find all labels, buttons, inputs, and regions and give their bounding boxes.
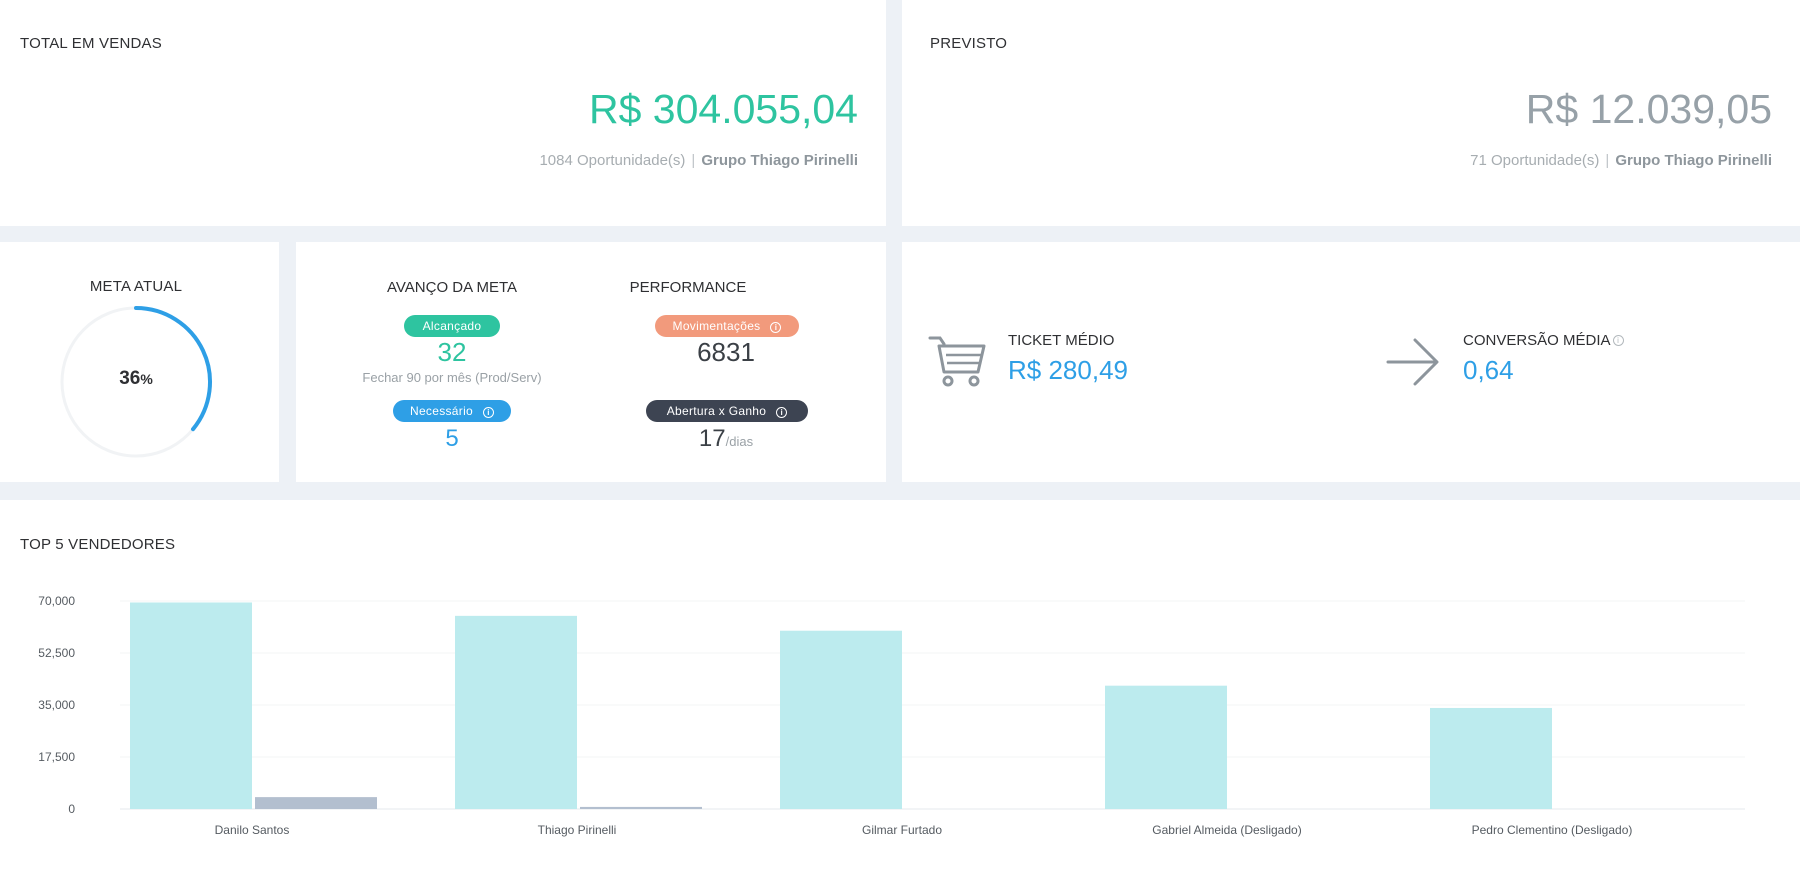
forecast-group: Grupo Thiago Pirinelli: [1615, 152, 1772, 169]
open-won-number: 17: [698, 425, 726, 452]
goal-percent-unit: %: [140, 371, 153, 387]
total-sales-opportunities: 1084 Oportunidade(s): [539, 152, 686, 169]
total-sales-card: TOTAL EM VENDAS R$ 304.055,04 1084 Oport…: [0, 0, 886, 226]
x-tick-label: Danilo Santos: [215, 823, 290, 837]
goal-progress-arc: [134, 306, 212, 432]
forecast-opportunities: 71 Oportunidade(s): [1470, 152, 1600, 169]
achieved-value: 32: [437, 337, 467, 367]
info-icon[interactable]: i: [1612, 335, 1624, 346]
info-icon[interactable]: i: [483, 407, 495, 418]
conversion-value: 0,64: [1463, 355, 1514, 385]
forecast-title: PREVISTO: [930, 35, 1008, 52]
achieved-hint: Fechar 90 por mês (Prod/Serv): [362, 370, 542, 385]
bar: [1105, 685, 1227, 809]
y-tick-label: 17,500: [38, 750, 75, 764]
open-won-unit: /dias: [725, 434, 754, 449]
conversion-label: CONVERSÃO MÉDIA i: [1463, 332, 1624, 349]
goal-percent: 36%: [56, 368, 216, 390]
moves-value: 6831: [697, 337, 755, 367]
info-icon[interactable]: i: [776, 407, 788, 418]
y-tick-label: 70,000: [38, 594, 75, 608]
arrow-right-icon: [1386, 338, 1439, 386]
goal-performance-card: AVANÇO DA META Alcançado 32 Fechar 90 po…: [296, 242, 886, 482]
bar: [130, 602, 252, 809]
y-tick-label: 35,000: [38, 698, 75, 712]
forecast-amount: R$ 12.039,05: [1525, 86, 1772, 132]
info-icon[interactable]: i: [770, 322, 782, 333]
separator: |: [1605, 152, 1610, 169]
open-won-badge[interactable]: Abertura x Ganho i: [646, 400, 808, 422]
goal-percent-value: 36: [119, 368, 141, 389]
needed-badge[interactable]: Necessário i: [393, 400, 511, 422]
bar: [780, 630, 902, 809]
shopping-cart-icon: [928, 336, 986, 387]
bar: [455, 615, 577, 809]
bar: [255, 797, 377, 809]
x-tick-label: Pedro Clementino (Desligado): [1472, 823, 1633, 837]
needed-badge-label: Necessário: [409, 404, 474, 418]
total-sales-subtitle: 1084 Oportunidade(s) | Grupo Thiago Pirine…: [539, 152, 858, 169]
open-won-badge-label: Abertura x Ganho: [666, 404, 767, 418]
conversion-label-text: CONVERSÃO MÉDIA: [1463, 332, 1611, 349]
achieved-badge-label: Alcançado: [422, 319, 482, 333]
y-tick-label: 0: [68, 802, 75, 816]
goal-progress-ring: [60, 306, 212, 458]
current-goal-card: META ATUAL 36%: [0, 242, 279, 482]
kpi-card: TICKET MÉDIO R$ 280,49 CONVERSÃO MÉDIA i …: [902, 242, 1800, 482]
top-sellers-title: TOP 5 VENDEDORES: [20, 536, 176, 553]
top-sellers-chart: 0 17,500 35,000 52,500 70,000 Danilo Santos Th…: [38, 594, 1745, 837]
goal-progress-title: AVANÇO DA META: [386, 279, 518, 296]
needed-value: 5: [445, 425, 459, 452]
performance-title: PERFORMANCE: [629, 279, 747, 296]
open-won-value: 17/dias: [616, 425, 836, 453]
current-goal-title: META ATUAL: [89, 278, 183, 295]
ticket-label: TICKET MÉDIO: [1008, 332, 1115, 349]
bar: [1430, 707, 1552, 809]
ticket-value: R$ 280,49: [1008, 355, 1128, 385]
total-sales-amount: R$ 304.055,04: [588, 86, 858, 132]
x-tick-label: Gabriel Almeida (Desligado): [1152, 823, 1301, 837]
top-sellers-card: TOP 5 VENDEDORES 0 17,500 35,000 52,500 70,0…: [0, 500, 1800, 879]
total-sales-title: TOTAL EM VENDAS: [20, 35, 162, 52]
y-tick-label: 52,500: [38, 646, 75, 660]
x-tick-label: Gilmar Furtado: [862, 823, 942, 837]
moves-badge-label: Movimentações: [672, 319, 761, 333]
separator: |: [691, 152, 696, 169]
achieved-badge: Alcançado: [404, 315, 500, 337]
bar: [580, 806, 702, 809]
moves-badge[interactable]: Movimentações i: [655, 315, 799, 337]
x-tick-label: Thiago Pirinelli: [538, 823, 617, 837]
forecast-card: PREVISTO R$ 12.039,05 71 Oportunidade(s)…: [902, 0, 1800, 226]
total-sales-group: Grupo Thiago Pirinelli: [701, 152, 858, 169]
forecast-subtitle: 71 Oportunidade(s) | Grupo Thiago Pirinell…: [1470, 152, 1772, 169]
